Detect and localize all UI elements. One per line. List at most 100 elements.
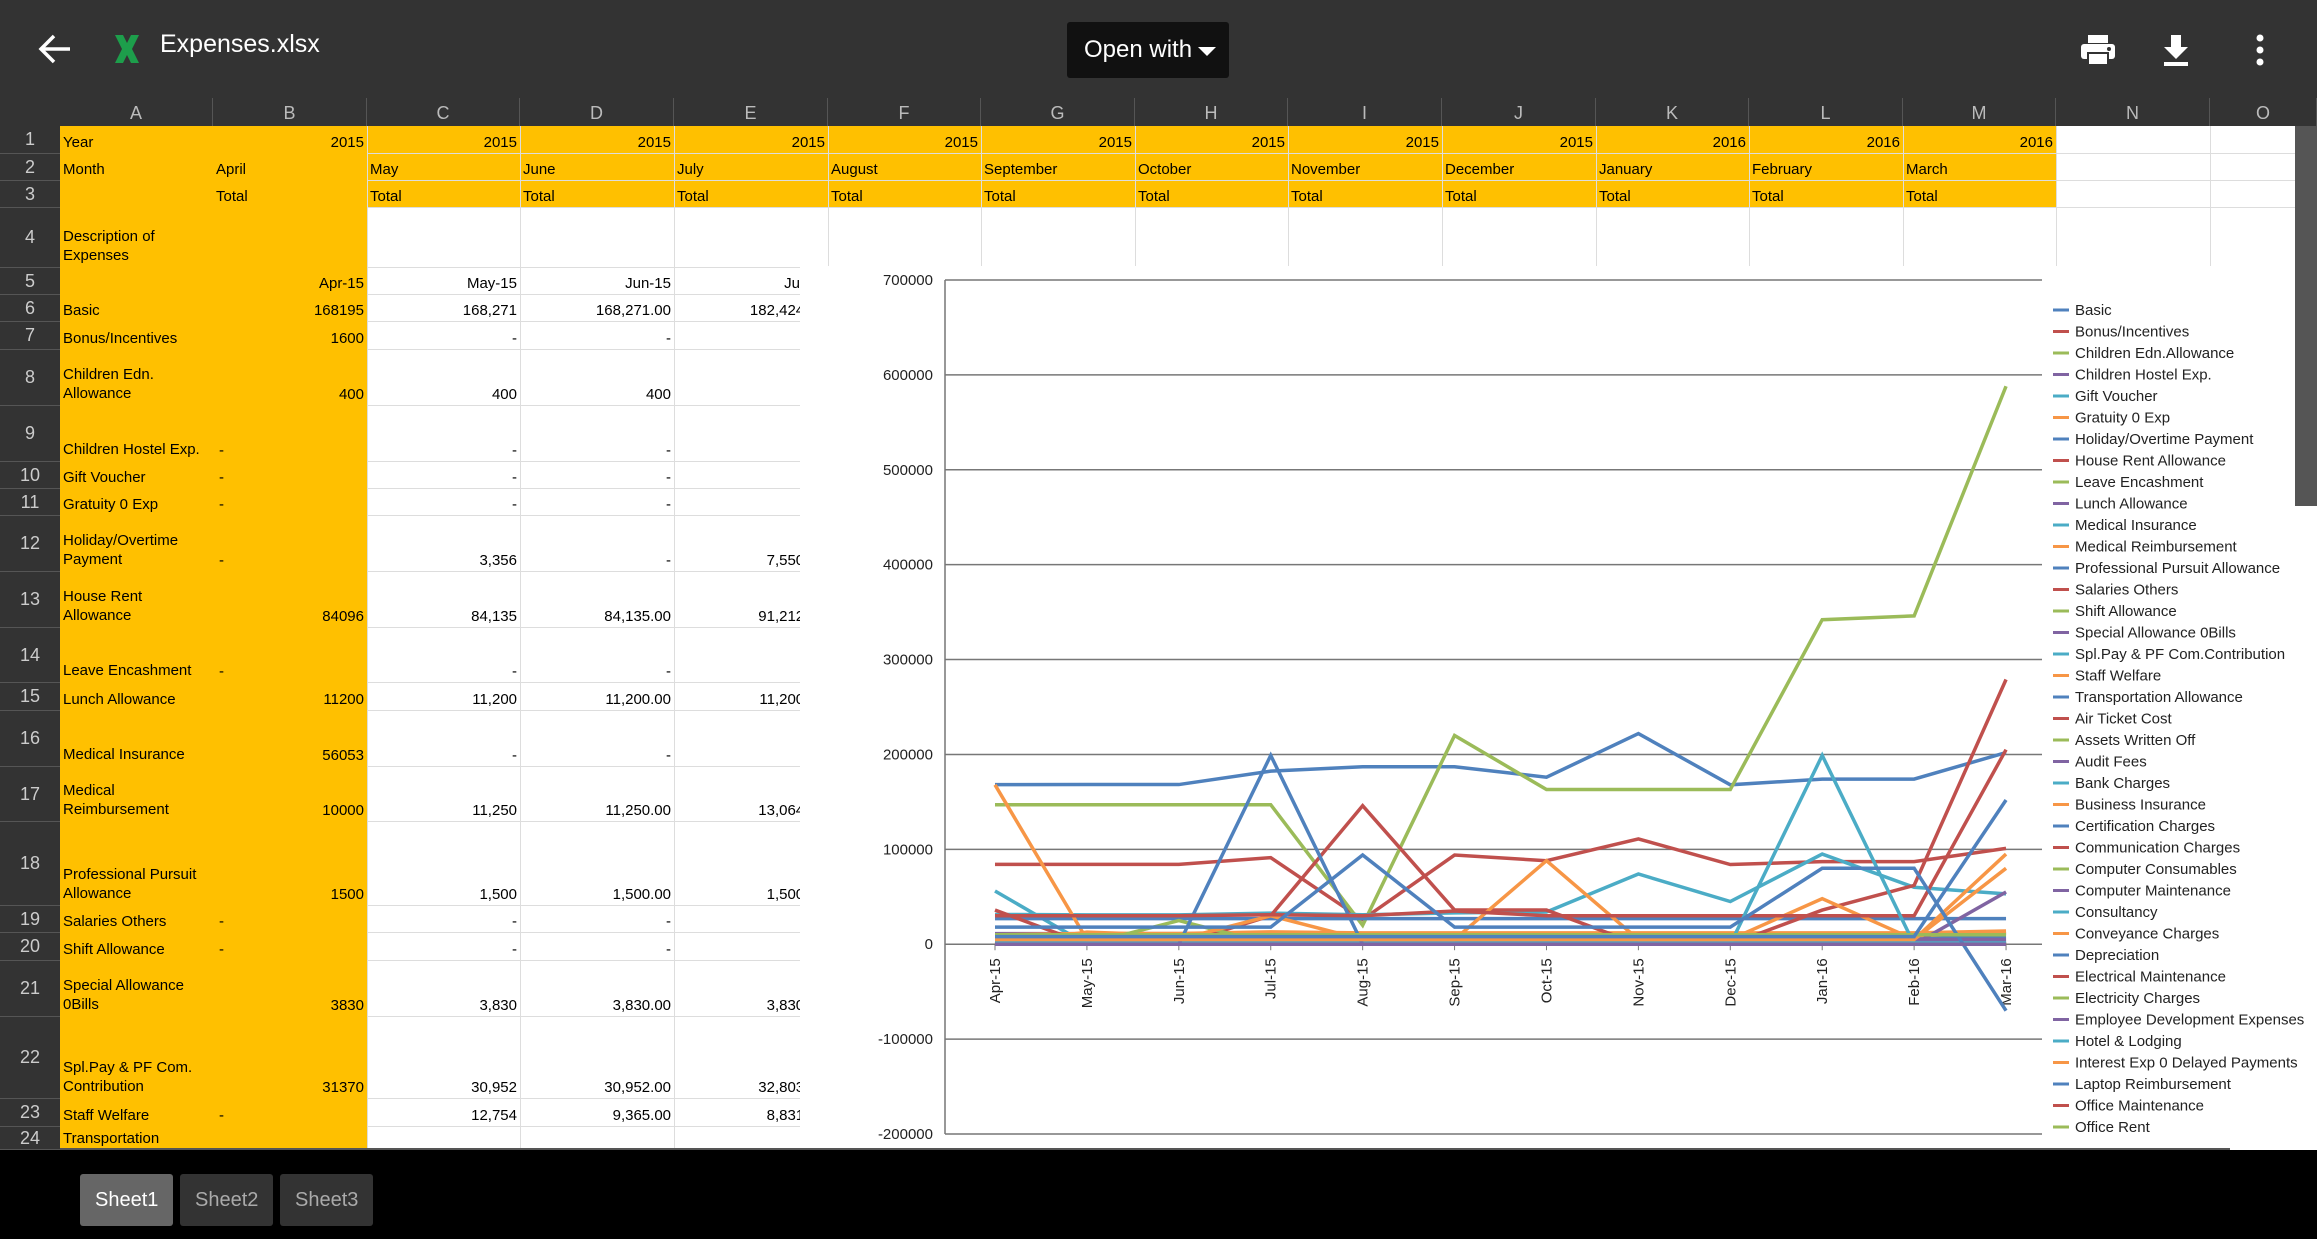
cell-c5[interactable]: May-15 (367, 268, 520, 295)
cell-a1[interactable]: Year (60, 126, 213, 154)
cell-c20[interactable]: - (367, 933, 520, 961)
cell-j2[interactable]: December (1442, 154, 1596, 181)
cell-b15[interactable]: 11200 (213, 683, 367, 711)
cell-m1[interactable]: 2016 (1903, 126, 2056, 154)
cell-c9[interactable]: - (367, 406, 520, 462)
cell-d12[interactable]: - (520, 516, 674, 572)
cell-h1[interactable]: 2015 (1135, 126, 1288, 154)
cell-a24[interactable]: Transportation (60, 1127, 213, 1150)
open-with-button[interactable]: Open with (1067, 22, 1229, 78)
cell-g3[interactable]: Total (981, 181, 1135, 208)
cell-f2[interactable]: August (828, 154, 981, 181)
row-header[interactable]: 13 (0, 572, 60, 628)
column-header[interactable]: B (213, 98, 367, 126)
cell-d9[interactable]: - (520, 406, 674, 462)
cell-l3[interactable]: Total (1749, 181, 1903, 208)
column-header[interactable]: O (2210, 98, 2317, 126)
cell-d8[interactable]: 400 (520, 350, 674, 406)
row-header[interactable]: 22 (0, 1017, 60, 1099)
column-header[interactable]: I (1288, 98, 1442, 126)
cell-e3[interactable]: Total (674, 181, 828, 208)
row-header[interactable]: 16 (0, 711, 60, 767)
cell-d22[interactable]: 30,952.00 (520, 1017, 674, 1099)
row-header[interactable]: 21 (0, 961, 60, 1017)
cell-a211[interactable]: - (216, 489, 256, 516)
cell-a29[interactable]: - (216, 406, 256, 462)
print-icon[interactable] (2070, 22, 2126, 78)
cell-c21[interactable]: 3,830 (367, 961, 520, 1017)
column-header[interactable]: A (60, 98, 213, 126)
row-header[interactable]: 4 (0, 208, 60, 268)
row-header[interactable]: 9 (0, 406, 60, 462)
cell-i1[interactable]: 2015 (1288, 126, 1442, 154)
cell-b13[interactable]: 84096 (213, 572, 367, 628)
column-header[interactable]: C (367, 98, 520, 126)
cell-c19[interactable]: - (367, 906, 520, 933)
row-header[interactable]: 18 (0, 822, 60, 906)
cell-b22[interactable]: 31370 (213, 1017, 367, 1099)
cell-a20[interactable]: Shift Allowance (60, 933, 213, 961)
tab-sheet3[interactable]: Sheet3 (280, 1174, 374, 1226)
row-header[interactable]: 23 (0, 1099, 60, 1127)
cell-d6[interactable]: 168,271.00 (520, 295, 674, 322)
row-header[interactable]: 24 (0, 1127, 60, 1150)
cell-d18[interactable]: 1,500.00 (520, 822, 674, 906)
cell-a2[interactable]: Month (60, 154, 213, 181)
cell-c17[interactable]: 11,250 (367, 767, 520, 822)
cell-d3[interactable]: Total (520, 181, 674, 208)
column-header[interactable]: F (828, 98, 981, 126)
cell-k2[interactable]: January (1596, 154, 1749, 181)
cell-k3[interactable]: Total (1596, 181, 1749, 208)
cell-c16[interactable]: - (367, 711, 520, 767)
row-header[interactable]: 11 (0, 489, 60, 516)
cell-c1[interactable]: 2015 (367, 126, 520, 154)
cell-b17[interactable]: 10000 (213, 767, 367, 822)
row-header[interactable]: 14 (0, 628, 60, 683)
cell-f1[interactable]: 2015 (828, 126, 981, 154)
cell-i3[interactable]: Total (1288, 181, 1442, 208)
column-header[interactable]: M (1903, 98, 2056, 126)
cell-a7[interactable]: Bonus/Incentives (60, 322, 213, 350)
cell-d2[interactable]: June (520, 154, 674, 181)
cell-c14[interactable]: - (367, 628, 520, 683)
cell-h3[interactable]: Total (1135, 181, 1288, 208)
column-header[interactable]: N (2056, 98, 2210, 126)
cell-b1[interactable]: 2015 (213, 126, 367, 154)
cell-a220[interactable]: - (216, 933, 256, 961)
cell-b6[interactable]: 168195 (213, 295, 367, 322)
cell-b8[interactable]: 400 (213, 350, 367, 406)
cell-c3[interactable]: Total (367, 181, 520, 208)
cell-c22[interactable]: 30,952 (367, 1017, 520, 1099)
cell-c7[interactable]: - (367, 322, 520, 350)
more-vert-icon[interactable] (2232, 22, 2288, 78)
cell-d1[interactable]: 2015 (520, 126, 674, 154)
cell-c10[interactable]: - (367, 462, 520, 489)
column-header[interactable]: K (1596, 98, 1749, 126)
cell-b3[interactable]: Total (213, 181, 367, 208)
cell-d11[interactable]: - (520, 489, 674, 516)
row-header[interactable]: 17 (0, 767, 60, 822)
cell-a14[interactable]: Leave Encashment (60, 628, 213, 683)
cell-i2[interactable]: November (1288, 154, 1442, 181)
cell-b21[interactable]: 3830 (213, 961, 367, 1017)
back-arrow-icon[interactable] (25, 24, 85, 74)
line-chart[interactable]: 700000 600000 500000 400000 300000 200000 1000… (800, 266, 2317, 1150)
cell-d5[interactable]: Jun-15 (520, 268, 674, 295)
column-header[interactable]: D (520, 98, 674, 126)
tab-sheet2[interactable]: Sheet2 (180, 1174, 274, 1226)
cell-a210[interactable]: - (216, 462, 256, 489)
cell-g1[interactable]: 2015 (981, 126, 1135, 154)
cell-a12[interactable]: Holiday/Overtime Payment (60, 516, 213, 572)
row-header[interactable]: 8 (0, 350, 60, 406)
cell-b18[interactable]: 1500 (213, 822, 367, 906)
cell-a11[interactable]: Gratuity 0 Exp (60, 489, 213, 516)
cell-c13[interactable]: 84,135 (367, 572, 520, 628)
row-header[interactable]: 2 (0, 154, 60, 181)
cell-c6[interactable]: 168,271 (367, 295, 520, 322)
cell-a13[interactable]: House Rent Allowance (60, 572, 213, 628)
row-header[interactable]: 1 (0, 126, 60, 154)
cell-d23[interactable]: 9,365.00 (520, 1099, 674, 1127)
cell-c8[interactable]: 400 (367, 350, 520, 406)
cell-a8[interactable]: Children Edn. Allowance (60, 350, 213, 406)
cell-a212[interactable]: - (216, 516, 256, 572)
